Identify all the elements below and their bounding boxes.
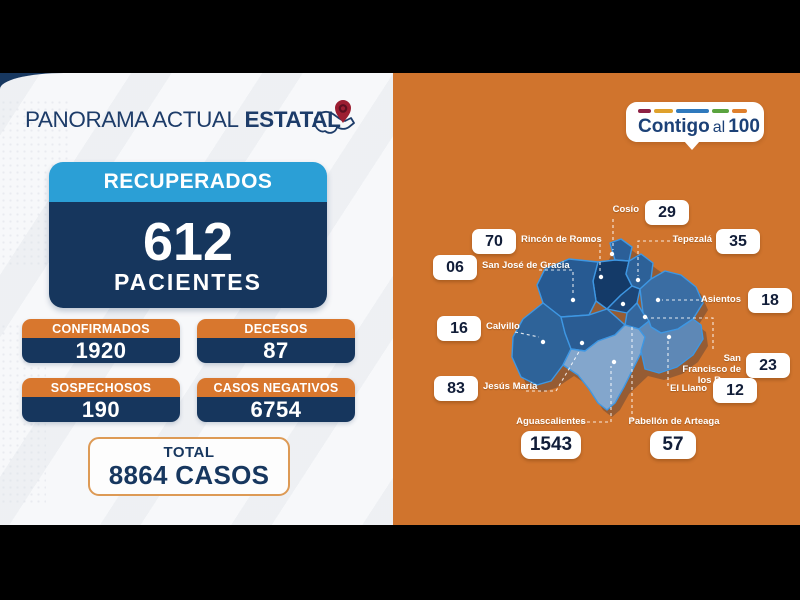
logo-color-dashes	[638, 109, 764, 113]
map-municipality-aguascalientes	[562, 324, 646, 411]
page-title-regular: PANORAMA ACTUAL	[25, 107, 239, 132]
connector-san-francisco-de-los-romo	[645, 317, 714, 351]
recovered-card-body: 612 PACIENTES	[49, 202, 327, 308]
stat-label: SOSPECHOSOS	[22, 378, 180, 397]
connector-aguascalientes	[581, 366, 612, 423]
map-label-jesus-maria: Jesús María	[483, 381, 538, 392]
map-label-calvillo: Calvillo	[486, 321, 520, 332]
stat-value: 190	[22, 397, 180, 422]
map-label-san-jose-de-gracia: San José de Gracia	[482, 260, 570, 271]
logo-word-al: al	[712, 118, 726, 136]
contigo-al-100-logo: Contigo al 100	[626, 102, 764, 150]
stat-card-casos-negativos: CASOS NEGATIVOS 6754	[197, 378, 355, 422]
logo-text: Contigo al 100	[638, 116, 764, 138]
recovered-card: RECUPERADOS 612 PACIENTES	[49, 162, 327, 308]
page-title: PANORAMA ACTUAL ESTATAL	[25, 107, 341, 133]
map-label-asientos: Asientos	[700, 294, 741, 305]
municipality-centroid-dots	[540, 251, 672, 365]
left-panel: PANORAMA ACTUAL ESTATAL RECUPERADOS 612 …	[0, 73, 393, 525]
logo-word-contigo: Contigo	[638, 115, 710, 137]
total-label: TOTAL	[163, 444, 215, 461]
map-badge-aguascalientes: 1543	[521, 431, 581, 459]
stat-value: 87	[197, 338, 355, 363]
map-label-rincon-de-romos: Rincón de Romos	[521, 234, 602, 245]
map-label-tepezala: Tepezalá	[672, 234, 712, 245]
connector-tepezala	[637, 240, 676, 276]
stat-label: CONFIRMADOS	[22, 319, 180, 338]
map-badge-calvillo: 16	[437, 316, 481, 341]
left-panel-background: PANORAMA ACTUAL ESTATAL RECUPERADOS 612 …	[0, 73, 393, 525]
map-badge-jesus-maria: 83	[434, 376, 478, 401]
map-label-aguascalientes: Aguascalientes	[516, 416, 586, 427]
map-badge-pabellon-de-arteaga: 57	[650, 431, 696, 459]
map-badge-rincon-de-romos: 70	[472, 229, 516, 254]
map-label-pabellon-de-arteaga: Pabellón de Arteaga	[628, 416, 720, 427]
map-municipality-san-jose-de-gracia	[536, 258, 599, 318]
stat-card-confirmados: CONFIRMADOS 1920	[22, 319, 180, 363]
logo-word-100: 100	[728, 115, 760, 137]
map-badge-san-jose-de-gracia: 06	[433, 255, 477, 280]
connector-jesus-maria	[526, 349, 581, 392]
connector-calvillo	[514, 331, 540, 338]
stat-card-decesos: DECESOS 87	[197, 319, 355, 363]
map-badge-asientos: 18	[748, 288, 792, 313]
map-badge-el-llano: 12	[713, 378, 757, 403]
map-label-el-llano: El Llano	[670, 383, 707, 394]
mexico-map-pin-icon	[314, 100, 355, 134]
stat-value: 6754	[197, 397, 355, 422]
aguascalientes-state-map	[511, 219, 714, 423]
map-badge-tepezala: 35	[716, 229, 760, 254]
stat-card-sospechosos: SOSPECHOSOS 190	[22, 378, 180, 422]
connector-rincon-de-romos	[579, 240, 601, 273]
stat-value: 1920	[22, 338, 180, 363]
map-municipality-cosio	[609, 238, 633, 262]
letterbox-bar-bottom	[0, 525, 800, 600]
map-badge-cosio: 29	[645, 200, 689, 225]
stat-label: CASOS NEGATIVOS	[197, 378, 355, 397]
total-value: 8864 CASOS	[108, 460, 270, 490]
map-label-cosio: Cosío	[612, 204, 639, 215]
map-badge-san-francisco-de-los-romo: 23	[746, 353, 790, 378]
map-municipality-el-llano	[638, 318, 704, 374]
right-panel: Contigo al 100	[393, 73, 800, 525]
letterbox-bar-top	[0, 0, 800, 73]
stat-label: DECESOS	[197, 319, 355, 338]
recovered-card-header: RECUPERADOS	[49, 162, 327, 202]
recovered-value: 612	[142, 212, 234, 272]
recovered-unit: PACIENTES	[114, 269, 262, 295]
total-box: TOTAL 8864 CASOS	[88, 437, 290, 496]
content-area: PANORAMA ACTUAL ESTATAL RECUPERADOS 612 …	[0, 73, 800, 525]
stats-grid: CONFIRMADOS 1920 DECESOS 87 SOSPECHOSOS …	[22, 319, 355, 422]
